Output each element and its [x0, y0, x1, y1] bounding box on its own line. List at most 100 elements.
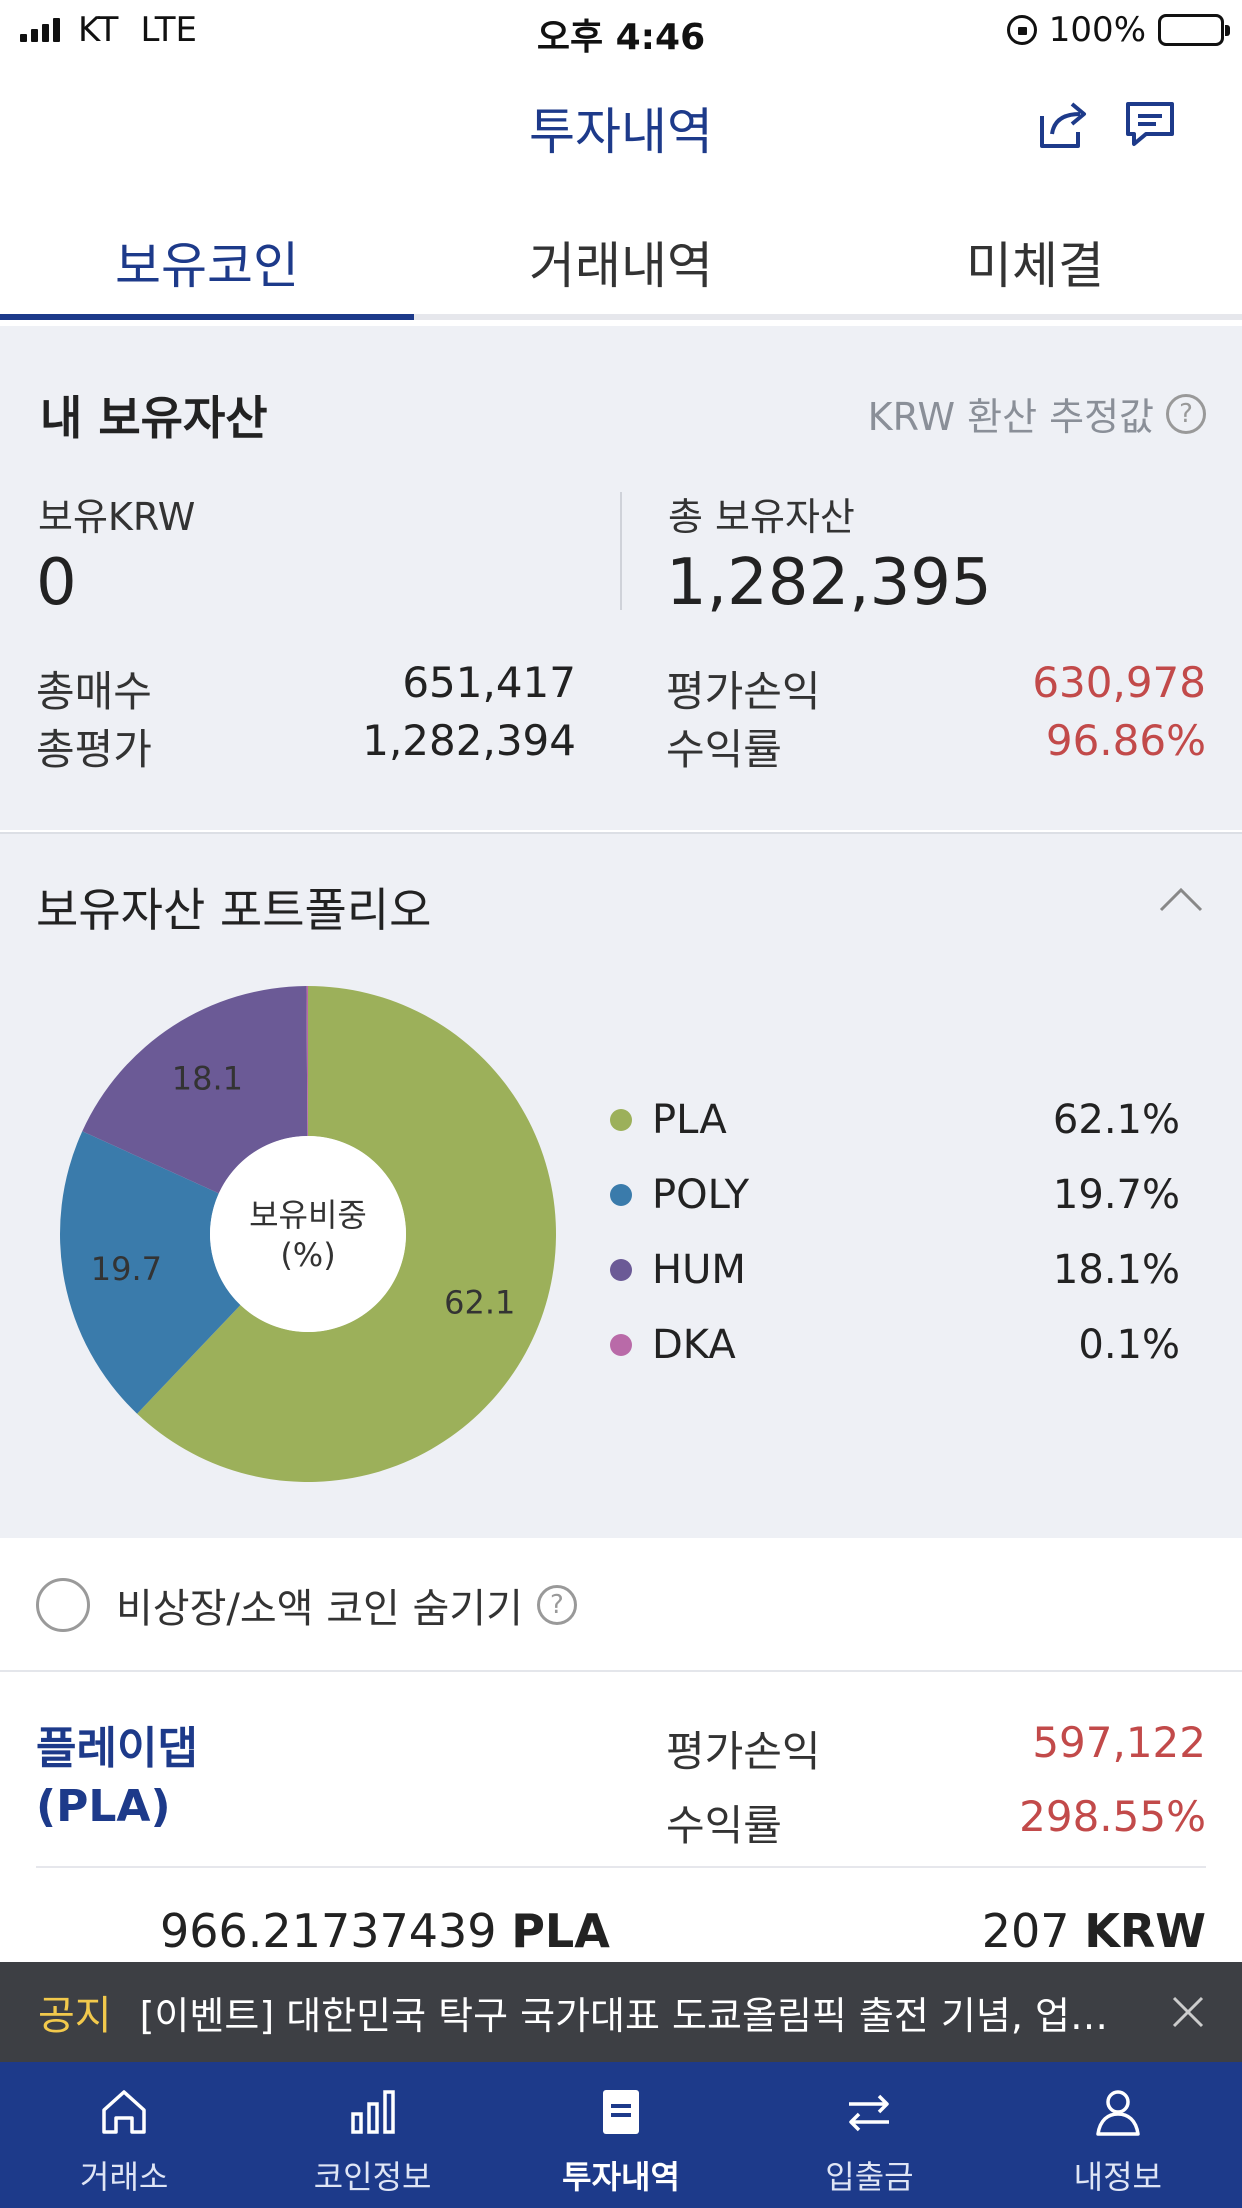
- legend-name: PLA: [652, 1096, 727, 1143]
- nav-label: 입출금: [825, 2158, 914, 2196]
- nav-investment-history[interactable]: 투자내역: [497, 2062, 745, 2208]
- bottom-nav: 거래소 코인정보 투자내역 입출금 내정보: [0, 2062, 1242, 2208]
- total-assets-value: 1,282,395: [666, 546, 992, 620]
- legend-value: 0.1%: [1078, 1321, 1180, 1368]
- legend-item: HUM 18.1%: [610, 1232, 1180, 1307]
- coin-symbol: (PLA): [36, 1781, 171, 1832]
- nav-coin-info[interactable]: 코인정보: [248, 2062, 496, 2208]
- legend-name: DKA: [652, 1321, 736, 1368]
- donut-hole: [210, 1136, 406, 1332]
- nav-my-info[interactable]: 내정보: [994, 2062, 1242, 2208]
- help-icon[interactable]: ?: [1166, 393, 1206, 434]
- hide-small-coins-row[interactable]: 비상장/소액 코인 숨기기 ?: [0, 1540, 1242, 1672]
- column-divider: [620, 492, 622, 610]
- page-title: 투자내역: [529, 103, 713, 161]
- battery-percent: 100%: [1048, 10, 1146, 50]
- quantity-value: 966.21737439: [160, 1904, 497, 1958]
- donut-label-hum: 18.1: [172, 1060, 243, 1098]
- legend-item: DKA 0.1%: [610, 1307, 1180, 1382]
- nav-label: 내정보: [1073, 2158, 1162, 2196]
- holding-return-label: 수익률: [666, 1801, 782, 1850]
- chat-icon[interactable]: [1120, 94, 1180, 154]
- legend-value: 18.1%: [1052, 1246, 1180, 1293]
- tab-bar: 보유코인 거래내역 미체결: [0, 196, 1242, 320]
- krw-estimate-label: KRW 환산 추정값: [867, 395, 1154, 439]
- hide-small-coins-checkbox[interactable]: [36, 1578, 90, 1632]
- total-eval-row: 총평가 1,282,394: [36, 716, 576, 777]
- held-krw-label: 보유KRW: [38, 495, 196, 539]
- asset-summary: 내 보유자산 KRW 환산 추정값 ? 보유KRW 0 총 보유자산 1,282…: [0, 326, 1242, 830]
- share-icon[interactable]: [1032, 94, 1092, 154]
- quantity-unit: PLA: [511, 1904, 610, 1958]
- tab-open-orders[interactable]: 미체결: [966, 237, 1104, 295]
- hide-small-coins-label: 비상장/소액 코인 숨기기: [116, 1586, 523, 1632]
- nav-exchange[interactable]: 거래소: [0, 2062, 248, 2208]
- total-assets-label: 총 보유자산: [668, 495, 855, 539]
- tab-trade-history[interactable]: 거래내역: [529, 237, 713, 295]
- legend-item: POLY 19.7%: [610, 1157, 1180, 1232]
- status-time: 오후 4:46: [536, 17, 706, 58]
- donut-slice-poly: [59, 1131, 241, 1414]
- price-value: 207: [981, 1904, 1070, 1958]
- status-bar: KT LTE 오후 4:46 100%: [0, 0, 1242, 64]
- legend-dot: [610, 1183, 632, 1206]
- legend-dot: [610, 1108, 632, 1131]
- price-unit: KRW: [1084, 1904, 1206, 1958]
- signal-icon: [20, 18, 60, 42]
- total-buy-row: 총매수 651,417: [36, 658, 576, 719]
- carrier-label: KT: [78, 10, 119, 50]
- chevron-up-icon[interactable]: [1158, 884, 1204, 914]
- status-right: 100%: [1006, 10, 1230, 50]
- eval-pnl-value: 630,978: [1032, 658, 1206, 707]
- bar-chart-icon: [350, 2090, 395, 2134]
- total-buy-label: 총매수: [36, 667, 152, 716]
- eval-pnl-label: 평가손익: [666, 667, 821, 716]
- battery-icon: [1158, 14, 1230, 46]
- holding-price: 207 KRW: [982, 1904, 1206, 1958]
- donut-slice-dka: [306, 986, 308, 1137]
- holding-card[interactable]: 플레이댑 (PLA) 평가손익 597,122 수익률 298.55% 966.…: [0, 1674, 1242, 1964]
- holding-pnl-value: 597,122: [1032, 1718, 1206, 1767]
- legend-dot: [610, 1258, 632, 1281]
- holding-return-row: 수익률 298.55%: [666, 1792, 1206, 1853]
- return-row: 수익률 96.86%: [666, 716, 1206, 777]
- coin-name: 플레이댑 (PLA): [36, 1720, 198, 1836]
- notice-tag: 공지: [38, 1993, 112, 2039]
- portfolio-donut-chart: 62.1 19.7 18.1 보유비중 (%): [59, 986, 556, 1482]
- portfolio-legend: PLA 62.1% POLY 19.7% HUM 18.1% DKA 0.1%: [610, 1082, 1180, 1382]
- close-icon[interactable]: [1168, 1992, 1208, 2032]
- network-label: LTE: [140, 10, 197, 50]
- donut-label-poly: 19.7: [91, 1250, 162, 1288]
- total-eval-label: 총평가: [36, 725, 152, 774]
- holding-quantity: 966.21737439 PLA: [160, 1904, 610, 1958]
- donut-slice-pla: [137, 986, 556, 1482]
- coin-name-korean: 플레이댑: [36, 1723, 198, 1774]
- document-icon: [603, 2090, 640, 2134]
- nav-deposit-withdraw[interactable]: 입출금: [745, 2062, 993, 2208]
- tab-holdings[interactable]: 보유코인: [0, 196, 414, 320]
- notice-text[interactable]: [이벤트] 대한민국 탁구 국가대표 도쿄올림픽 출전 기념, 업…: [139, 1993, 1108, 2038]
- held-krw-value: 0: [36, 546, 77, 620]
- return-label: 수익률: [666, 725, 782, 774]
- total-buy-value: 651,417: [402, 658, 576, 707]
- legend-value: 19.7%: [1052, 1171, 1180, 1218]
- holding-pnl-label: 평가손익: [666, 1727, 821, 1776]
- user-icon: [1096, 2090, 1140, 2136]
- nav-label: 거래소: [80, 2158, 169, 2196]
- app-header: 투자내역: [0, 64, 1242, 184]
- transfer-icon: [849, 2094, 890, 2132]
- return-value: 96.86%: [1045, 716, 1206, 765]
- nav-label: 코인정보: [313, 2158, 432, 2196]
- status-left: KT LTE: [20, 10, 197, 50]
- home-icon: [102, 2090, 146, 2134]
- holding-pnl-row: 평가손익 597,122: [666, 1718, 1206, 1779]
- orientation-lock-icon: [1006, 15, 1037, 45]
- notice-bar[interactable]: 공지 [이벤트] 대한민국 탁구 국가대표 도쿄올림픽 출전 기념, 업…: [0, 1962, 1242, 2062]
- legend-item: PLA 62.1%: [610, 1082, 1180, 1157]
- help-icon[interactable]: ?: [536, 1585, 577, 1625]
- nav-label: 투자내역: [562, 2158, 680, 2196]
- legend-value: 62.1%: [1052, 1096, 1180, 1143]
- eval-pnl-row: 평가손익 630,978: [666, 658, 1206, 719]
- krw-estimate-note[interactable]: KRW 환산 추정값 ?: [868, 386, 1206, 441]
- divider: [36, 1866, 1206, 1868]
